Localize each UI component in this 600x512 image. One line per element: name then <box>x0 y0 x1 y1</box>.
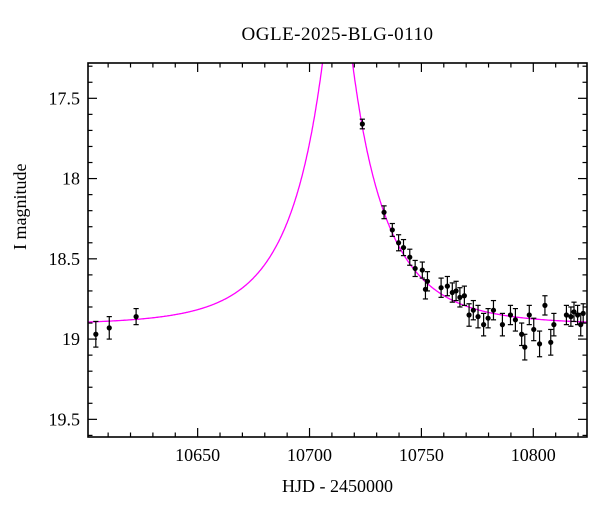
y-tick-label: 17.5 <box>49 88 81 108</box>
data-point <box>475 304 481 329</box>
data-point <box>359 118 365 130</box>
data-point <box>481 312 487 337</box>
data-point <box>457 287 463 308</box>
y-tick-label: 19 <box>62 329 80 349</box>
data-point <box>512 307 518 332</box>
data-point <box>568 306 574 327</box>
x-axis-label: HJD - 2450000 <box>282 476 393 496</box>
model-curve <box>88 63 587 323</box>
y-tick-label: 19.5 <box>49 409 81 429</box>
data-point <box>551 312 557 337</box>
x-tick-label: 10650 <box>175 445 220 465</box>
data-point <box>571 301 577 323</box>
data-point <box>438 277 444 298</box>
data-point <box>412 259 418 278</box>
data-point <box>490 299 497 321</box>
data-point <box>519 322 525 347</box>
data-point <box>444 275 450 297</box>
data-point <box>563 304 570 326</box>
data-point <box>522 333 528 361</box>
x-tick-label: 10700 <box>287 445 332 465</box>
data-point <box>548 328 554 356</box>
data-point <box>466 303 472 327</box>
data-point <box>542 295 548 316</box>
data-point <box>470 299 476 321</box>
data-point <box>536 330 543 358</box>
data-point <box>499 312 506 337</box>
data-point <box>106 316 112 340</box>
data-point <box>407 248 413 266</box>
data-point <box>461 285 467 306</box>
data-point <box>453 280 459 302</box>
data-point <box>531 317 537 342</box>
data-point <box>400 238 407 257</box>
axes-frame: 10650 10700 10750 10800 17.5 18 18.5 19 19.5 <box>49 62 588 465</box>
x-tick-label: 10750 <box>399 445 444 465</box>
y-tick-label: 18.5 <box>49 249 81 269</box>
data-point <box>133 307 139 326</box>
data-point <box>507 304 514 326</box>
data-point <box>93 320 99 348</box>
y-tick-label: 18 <box>62 169 80 189</box>
data-point <box>485 307 491 329</box>
data-point <box>381 205 387 220</box>
data-points <box>93 118 586 361</box>
plot-title: OGLE-2025-BLG-0110 <box>241 24 434 45</box>
data-point <box>419 261 425 279</box>
data-point <box>395 234 402 252</box>
x-tick-label: 10800 <box>511 445 556 465</box>
data-point <box>389 222 395 237</box>
data-point <box>424 271 431 292</box>
data-point <box>526 304 532 326</box>
